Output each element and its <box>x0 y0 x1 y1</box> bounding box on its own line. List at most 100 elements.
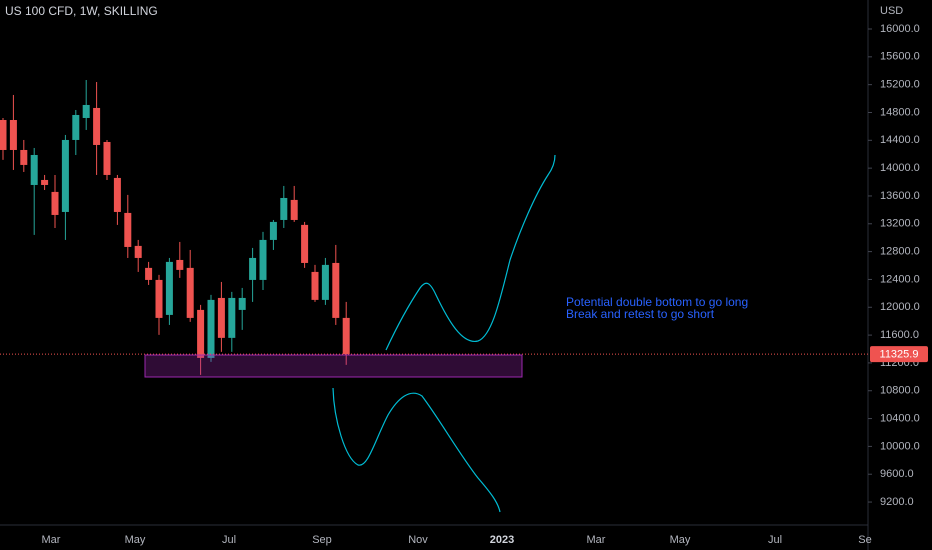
y-tick-label: 11600.0 <box>880 329 919 341</box>
candle <box>72 109 80 155</box>
candle-body <box>103 141 111 175</box>
candle <box>332 244 340 325</box>
candle-body <box>186 267 194 318</box>
candle-body <box>269 221 277 240</box>
zone-rectangle <box>144 354 523 378</box>
y-tick-label: 16000.0 <box>880 23 920 35</box>
candle <box>269 219 277 250</box>
candle <box>82 79 90 130</box>
candle-body <box>197 309 205 358</box>
candle <box>321 257 329 305</box>
annotation: Potential double bottom to go long <box>566 295 748 309</box>
projection-curve-long <box>385 154 556 351</box>
candle <box>20 139 28 172</box>
candle <box>290 185 298 222</box>
candle-body <box>280 197 288 220</box>
y-tick-label: 13600.0 <box>880 190 920 202</box>
candle <box>207 294 215 362</box>
y-tick-label: 12000.0 <box>880 301 920 313</box>
candle-body <box>311 271 319 300</box>
y-tick-label: 14400.0 <box>880 134 920 146</box>
candle <box>238 287 246 330</box>
candle-body <box>51 191 59 215</box>
candle-body <box>176 259 184 270</box>
candle <box>176 241 184 278</box>
candle-body <box>30 154 38 185</box>
candle-body <box>249 257 257 280</box>
candle-body <box>165 261 173 315</box>
candle <box>280 185 288 228</box>
x-tick-label: Jul <box>768 534 782 546</box>
candle <box>197 304 205 375</box>
x-tick-label: Jul <box>222 534 236 546</box>
x-tick-label: May <box>125 534 146 546</box>
candle-body <box>134 245 142 258</box>
candle <box>301 221 309 268</box>
candle-body <box>93 107 101 145</box>
chart-title: US 100 CFD, 1W, SKILLING <box>5 4 158 18</box>
x-tick-label: Mar <box>42 534 61 546</box>
candle-body <box>217 297 225 338</box>
x-tick-label: Se <box>858 534 871 546</box>
candle-body <box>342 317 350 355</box>
x-tick-label: Mar <box>587 534 606 546</box>
y-tick-label: 12800.0 <box>880 246 920 258</box>
candle-body <box>113 177 121 212</box>
candle <box>134 239 142 272</box>
candle <box>311 264 319 302</box>
y-tick-label: 15600.0 <box>880 51 920 63</box>
candle-body <box>0 119 7 150</box>
annotation: Break and retest to go short <box>566 307 715 321</box>
candle-body <box>290 199 298 220</box>
candle-body <box>72 114 80 140</box>
candle <box>113 174 121 225</box>
x-tick-label: May <box>670 534 691 546</box>
candle <box>103 139 111 180</box>
projection-curve-short <box>332 387 501 513</box>
candle-body <box>228 297 236 338</box>
x-tick-label: Sep <box>312 534 332 546</box>
candle-body <box>321 264 329 300</box>
candle <box>145 261 153 285</box>
y-tick-label: 14800.0 <box>880 106 920 118</box>
y-tick-label: 10800.0 <box>880 385 920 397</box>
y-tick-label: 13200.0 <box>880 218 920 230</box>
x-tick-label: 2023 <box>490 534 514 546</box>
y-tick-label: 10000.0 <box>880 440 920 452</box>
last-price-box <box>870 346 928 363</box>
candle-body <box>9 119 17 150</box>
y-tick-label: 10400.0 <box>880 412 920 424</box>
candle-body <box>41 179 49 185</box>
candle <box>9 94 17 170</box>
candle-body <box>301 224 309 263</box>
candle <box>0 117 7 160</box>
candle <box>30 147 38 235</box>
y-axis-label: USD <box>880 5 903 17</box>
y-tick-label: 9200.0 <box>880 496 914 508</box>
y-tick-label: 14000.0 <box>880 162 920 174</box>
x-tick-label: Nov <box>408 534 428 546</box>
candle <box>155 274 163 335</box>
candle-body <box>82 104 90 118</box>
candle-body <box>259 239 267 280</box>
last-price-label: 11325.9 <box>880 349 919 361</box>
candle-body <box>155 279 163 318</box>
candle-body <box>145 267 153 280</box>
candle <box>342 301 350 365</box>
plot-area <box>0 79 350 375</box>
candle <box>51 174 59 228</box>
candle <box>165 257 173 325</box>
candle <box>41 174 49 190</box>
candle-body <box>332 262 340 318</box>
candle-body <box>20 149 28 165</box>
candle-body <box>207 299 215 358</box>
candle-body <box>61 139 69 212</box>
candle <box>93 82 101 175</box>
candle <box>259 231 267 290</box>
candle-body <box>124 212 132 247</box>
candle <box>249 247 257 302</box>
y-tick-label: 15200.0 <box>880 79 920 91</box>
candle <box>228 291 236 352</box>
